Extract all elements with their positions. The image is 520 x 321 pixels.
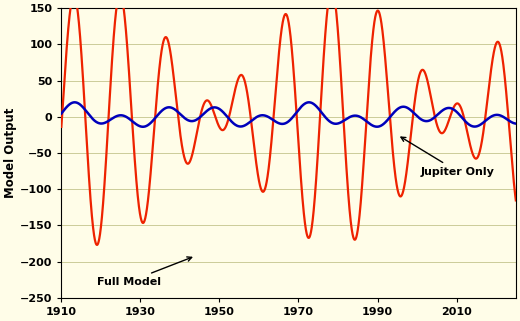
Y-axis label: Model Output: Model Output	[4, 108, 17, 198]
Text: Jupiter Only: Jupiter Only	[401, 137, 495, 177]
Text: Full Model: Full Model	[97, 257, 192, 287]
